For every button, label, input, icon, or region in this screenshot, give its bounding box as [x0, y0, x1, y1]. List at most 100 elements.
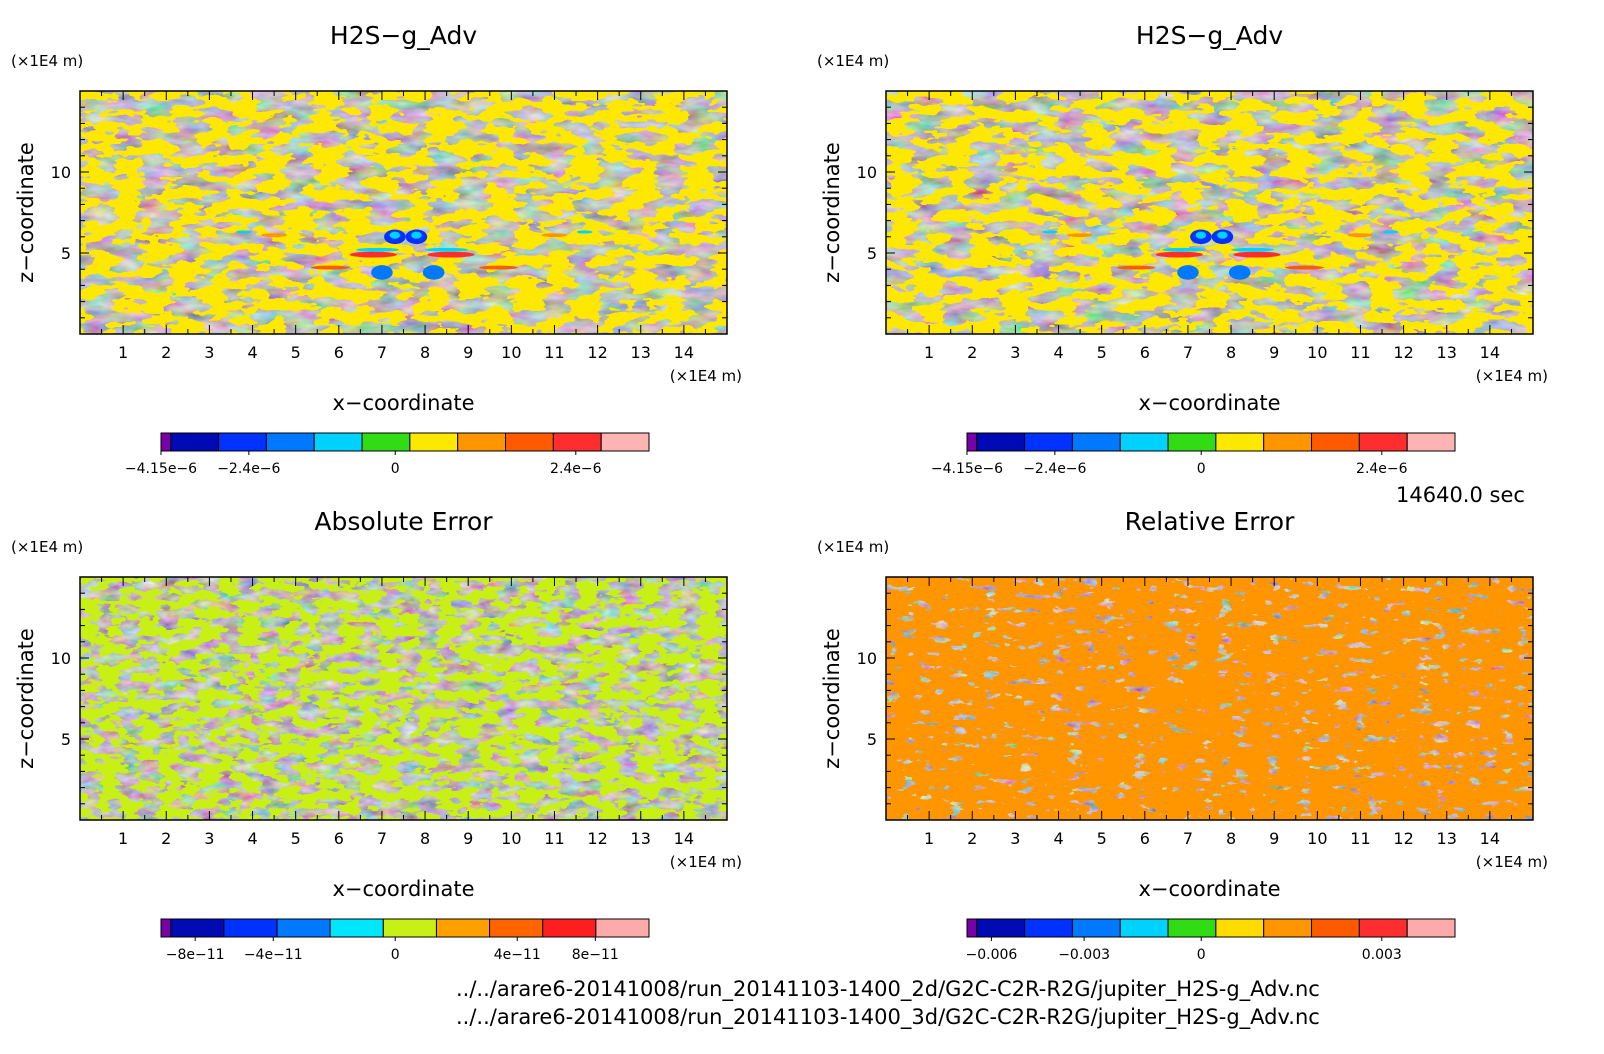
field-layer: [886, 91, 1533, 334]
x-tick-label: 11: [1350, 829, 1370, 848]
y-tick-label: 5: [61, 730, 71, 749]
x-tick-label: 3: [204, 829, 214, 848]
plot-title: Absolute Error: [314, 507, 493, 536]
colorbar-bin: [1119, 432, 1169, 452]
colorbar-bin: [265, 432, 315, 452]
field-patches: [886, 91, 1533, 334]
x-tick-label: 11: [1350, 343, 1370, 362]
colorbar-bin: [457, 432, 507, 452]
y-axis-label: z−coordinate: [820, 142, 844, 283]
field-feature: [371, 265, 393, 280]
field-feature: [1217, 231, 1228, 239]
colorbar-tick-label: 4e−11: [494, 947, 541, 963]
field-feature: [310, 265, 350, 270]
field-patches: [80, 577, 727, 820]
y-unit-label: (×1E4 m): [817, 52, 889, 70]
colorbar-tick-label: 2.4e−6: [1356, 461, 1408, 477]
x-tick-label: 3: [1010, 343, 1020, 362]
x-tick-label: 13: [631, 343, 651, 362]
x-tick-label: 8: [1226, 343, 1236, 362]
colorbar-bin: [1215, 432, 1265, 452]
source-file-path-2: ../../arare6-20141008/run_20141103-1400_…: [456, 1005, 1320, 1029]
colorbar-bin: [382, 918, 437, 938]
field-feature: [1228, 265, 1251, 280]
field-feature: [1195, 231, 1207, 239]
colorbar-tick-label: −4.15e−6: [125, 461, 197, 477]
colorbar-bin: [170, 918, 225, 938]
x-tick-label: 8: [1226, 829, 1236, 848]
colorbar-tick-label: −2.4e−6: [1023, 461, 1086, 477]
colorbar-bin: [1406, 432, 1456, 452]
x-tick-label: 2: [161, 343, 171, 362]
x-tick-label: 6: [1140, 343, 1150, 362]
y-tick-label: 10: [857, 163, 877, 182]
x-tick-label: 2: [161, 829, 171, 848]
x-tick-label: 10: [1307, 829, 1327, 848]
field-feature: [1347, 233, 1374, 238]
x-tick-label: 8: [420, 343, 430, 362]
x-tick-label: 5: [291, 829, 301, 848]
x-unit-label: (×1E4 m): [1476, 367, 1548, 385]
colorbar-bin: [170, 432, 220, 452]
x-axis-label: x−coordinate: [1138, 877, 1280, 901]
x-tick-label: 7: [377, 829, 387, 848]
colorbar-tick-label: 0: [1197, 461, 1206, 477]
colorbar-tick-label: 2.4e−6: [550, 461, 602, 477]
x-tick-label: 5: [1097, 829, 1107, 848]
field-feature: [349, 251, 398, 258]
colorbar-bin: [600, 432, 650, 452]
field-feature: [356, 247, 400, 252]
colorbar-tick-label: −4e−11: [244, 947, 303, 963]
colorbar-bin: [223, 918, 278, 938]
field-feature: [261, 233, 288, 238]
colorbar-bin: [1024, 918, 1073, 938]
x-tick-label: 12: [1393, 829, 1413, 848]
y-axis-label: z−coordinate: [14, 628, 38, 769]
colorbar-bin: [552, 432, 602, 452]
x-tick-label: 7: [377, 343, 387, 362]
x-axis-label: x−coordinate: [332, 391, 474, 415]
colorbar-bin: [435, 918, 491, 938]
colorbar-bin: [1358, 432, 1408, 452]
x-tick-label: 1: [924, 343, 934, 362]
colorbar-bin: [160, 432, 172, 452]
panel-4: Relative Error(×1E4 m)1 2 3 4 5 6 7 8 9 10 11 12 13 1…: [817, 507, 1548, 963]
colorbar-bin: [542, 918, 597, 938]
colorbar: −4.15e−6 −2.4e−6 0 2.4e−6: [931, 432, 1456, 477]
colorbar-tick-label: 0: [391, 461, 400, 477]
x-tick-label: 4: [1053, 343, 1063, 362]
colorbar-bin: [1024, 432, 1073, 452]
x-tick-label: 2: [967, 829, 977, 848]
y-axis-label: z−coordinate: [820, 628, 844, 769]
x-tick-label: 3: [1010, 829, 1020, 848]
x-tick-label: 14: [674, 343, 694, 362]
x-tick-label: 6: [334, 343, 344, 362]
x-unit-label: (×1E4 m): [670, 367, 742, 385]
y-tick-label: 5: [867, 730, 877, 749]
plot-title: H2S−g_Adv: [330, 21, 477, 50]
x-tick-label: 14: [674, 829, 694, 848]
colorbar-bin: [1119, 918, 1169, 938]
colorbar-bin: [160, 918, 172, 938]
x-tick-label: 11: [544, 343, 564, 362]
field-feature: [478, 265, 518, 270]
colorbar-tick-label: 8e−11: [572, 947, 619, 963]
panel-1: H2S−g_Adv(×1E4 m)1 2 3 4 5 6 7 8 9 10 11 12 13 14510(…: [11, 21, 742, 477]
colorbar-tick-label: 0: [1197, 947, 1206, 963]
colorbar-bin: [276, 918, 331, 938]
x-tick-label: 10: [1307, 343, 1327, 362]
panel-2: H2S−g_Adv(×1E4 m)1 2 3 4 5 6 7 8 9 10 11 12 13 14510(…: [817, 21, 1548, 477]
x-tick-label: 12: [1393, 343, 1413, 362]
y-tick-label: 10: [51, 163, 71, 182]
colorbar-bin: [218, 432, 267, 452]
x-tick-label: 6: [334, 829, 344, 848]
colorbar-bin: [489, 918, 544, 938]
field-feature: [411, 231, 422, 239]
field-feature: [576, 230, 593, 234]
y-tick-label: 10: [51, 649, 71, 668]
field-feature: [1177, 265, 1199, 280]
x-tick-label: 14: [1480, 829, 1500, 848]
x-tick-label: 9: [463, 829, 473, 848]
y-unit-label: (×1E4 m): [11, 538, 83, 556]
